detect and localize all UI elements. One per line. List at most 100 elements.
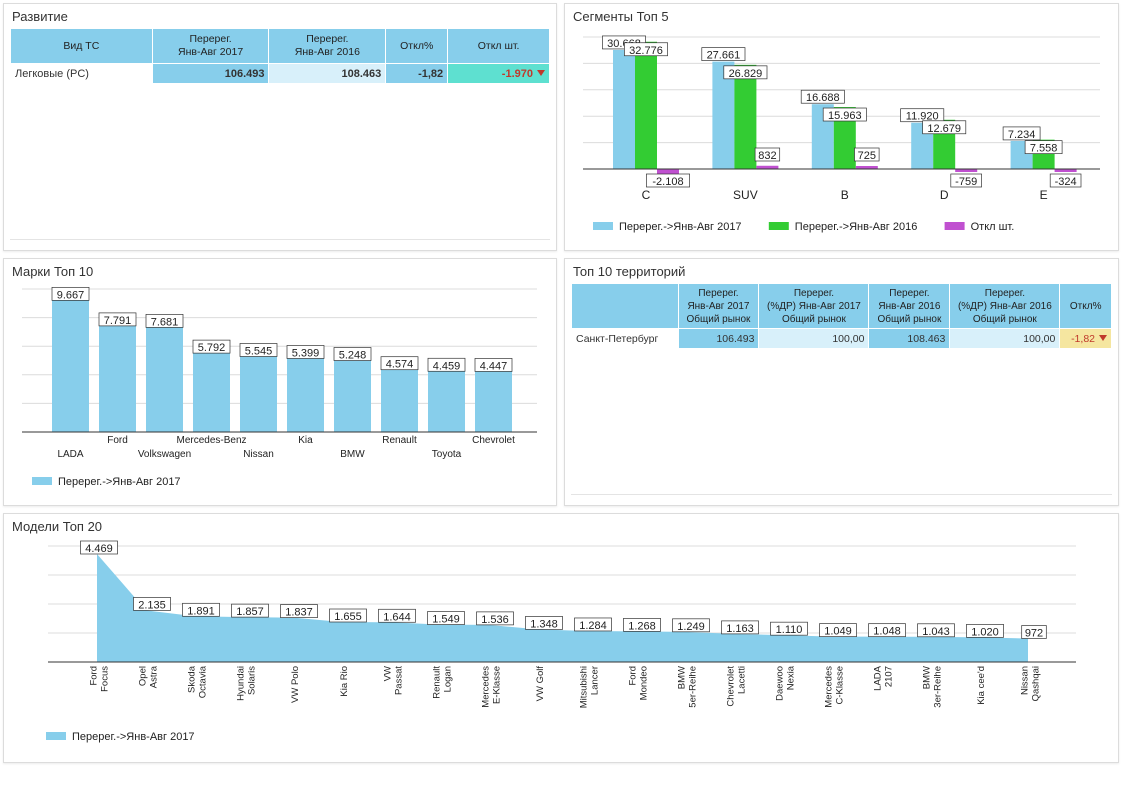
- cell-2017: 106.493: [151, 63, 270, 84]
- models-chart: 4.469 2.135 1.891 1.857 1.837 1.655 1.644 1.549…: [46, 540, 1076, 743]
- data-label-box: [427, 357, 466, 372]
- col-header-pct2017[interactable]: Перерег. (%ДР) Янв-Авг 2017 Общий рынок: [758, 283, 870, 329]
- tick-label: Hyundai Solaris: [236, 666, 258, 701]
- data-label: 1.644: [383, 611, 411, 623]
- data-label-box: [286, 345, 325, 359]
- legend-swatch: [768, 222, 789, 230]
- area-series: [97, 553, 1028, 662]
- data-label-box: [80, 540, 118, 555]
- tick-label-line: Skoda: [187, 665, 198, 693]
- data-label: 7.791: [104, 315, 132, 327]
- tick-label-line: VW Polo: [290, 666, 301, 703]
- data-label: 832: [758, 150, 776, 162]
- data-label-box: [427, 611, 465, 625]
- data-label: 7.681: [151, 316, 179, 328]
- divider: [10, 239, 550, 240]
- col-header-2017[interactable]: Перерег. Янв-Авг 2017 Общий рынок: [677, 283, 760, 329]
- data-label: 4.459: [433, 360, 461, 372]
- row-label: Санкт-Петербург: [571, 328, 679, 349]
- bar: [657, 169, 679, 178]
- col-header-2017[interactable]: Перерег. Янв-Авг 2017: [151, 28, 270, 64]
- data-label-box: [646, 173, 690, 188]
- cell-2016: 108.463: [268, 63, 387, 84]
- tick-label-line: Passat: [394, 666, 405, 695]
- legend-entry: Перерег.->Янв-Авг 2017: [72, 731, 195, 743]
- bar: [99, 325, 136, 432]
- data-label-box: [819, 623, 857, 637]
- data-label-box: [239, 343, 278, 357]
- panel-razvitie: Развитие Вид ТС Перерег. Янв-Авг 2017 Пе…: [3, 3, 557, 251]
- data-label-box: [800, 89, 845, 104]
- legend-swatch: [32, 477, 52, 485]
- arrow-down-icon: [537, 69, 545, 76]
- tick-label-line: Renault: [432, 666, 443, 699]
- data-label-box: [900, 108, 945, 123]
- table-row[interactable]: Санкт-Петербург 106.493 100,00 108.463 1…: [571, 328, 1112, 349]
- col-header-territory[interactable]: [571, 283, 679, 329]
- data-label: 9.667: [57, 289, 85, 301]
- data-label: 1.837: [285, 607, 313, 619]
- tick-label-line: Chevrolet: [726, 666, 737, 707]
- data-label-box: [133, 597, 171, 611]
- data-label: 26.829: [729, 68, 763, 80]
- col-header-vid[interactable]: Вид ТС: [10, 28, 153, 64]
- tick-label: Chevrolet Lacetti: [726, 666, 748, 707]
- data-label: 7.234: [1008, 129, 1036, 141]
- data-label: 5.545: [245, 345, 273, 357]
- data-label-box: [51, 286, 90, 301]
- data-label-box: [474, 358, 513, 372]
- tick-label-line: Kia cee'd: [976, 666, 987, 705]
- tick-label-line: Lacetti: [737, 666, 748, 694]
- data-label-box: [333, 347, 372, 361]
- tick-label-line: Octavia: [198, 665, 209, 698]
- bar: [381, 369, 418, 432]
- tick-label: Nissan Qashqai: [1020, 666, 1042, 701]
- table-row[interactable]: Легковые (PC) 106.493 108.463 -1,82 -1.9…: [10, 63, 550, 84]
- data-label-box: [822, 107, 867, 122]
- data-label: 1.284: [579, 620, 607, 632]
- data-label: 12.679: [927, 123, 961, 135]
- tick-label: D: [940, 188, 949, 202]
- tick-label: Volkswagen: [138, 449, 191, 460]
- tick-label-line: E-Klasse: [492, 666, 503, 704]
- col-header-pct[interactable]: Откл%: [1059, 283, 1112, 329]
- bar: [334, 360, 371, 432]
- col-header-pct[interactable]: Откл%: [385, 28, 449, 64]
- tick-label-line: Nissan: [1020, 666, 1031, 695]
- data-label-box: [280, 604, 318, 618]
- bar: [734, 64, 757, 169]
- tick-label: Kia: [298, 435, 313, 446]
- data-label-box: [868, 623, 906, 638]
- tick-label-line: Ford: [89, 666, 100, 686]
- panel-segments: Сегменты Топ 5 30.668 32.776 -2.108 C 27.661…: [564, 3, 1119, 251]
- data-label-box: [623, 618, 661, 632]
- data-label: 1.163: [726, 623, 754, 635]
- col-header-2016[interactable]: Перерег. Янв-Авг 2016 Общий рынок: [868, 283, 951, 329]
- tick-label-line: Kia Rio: [339, 666, 350, 697]
- data-label: 1.043: [922, 626, 950, 638]
- data-label-box: [950, 173, 982, 188]
- tick-label: BMW: [340, 449, 365, 460]
- tick-label: Ford Mondeo: [628, 666, 650, 700]
- col-header-pct2016[interactable]: Перерег. (%ДР) Янв-Авг 2016 Общий рынок: [949, 283, 1061, 329]
- col-header-2016[interactable]: Перерег. Янв-Авг 2016: [268, 28, 387, 64]
- bar: [475, 371, 512, 432]
- cell-2017: 106.493: [677, 328, 760, 349]
- panel-models: Модели Топ 20 4.469 2.135 1.891 1.857 1.837 1…: [3, 513, 1119, 763]
- pct-value: -1,82: [1071, 332, 1095, 345]
- bar: [855, 166, 878, 169]
- bar: [911, 122, 934, 169]
- col-header-abs[interactable]: Откл шт.: [447, 28, 550, 64]
- data-label-box: [966, 623, 1004, 638]
- tick-label-line: BMW: [922, 666, 933, 689]
- tick-label: SUV: [733, 188, 758, 202]
- panel-title: Сегменты Топ 5: [573, 9, 669, 24]
- tick-label: Mercedes-Benz: [176, 435, 246, 446]
- cell-pct: -1,82: [1059, 328, 1112, 349]
- row-label: Легковые (PC): [10, 63, 153, 84]
- data-label: -2.108: [652, 176, 683, 188]
- legend-swatch: [944, 222, 965, 230]
- data-label: 5.792: [198, 342, 226, 354]
- data-label-box: [1049, 173, 1082, 188]
- data-label-box: [922, 120, 967, 135]
